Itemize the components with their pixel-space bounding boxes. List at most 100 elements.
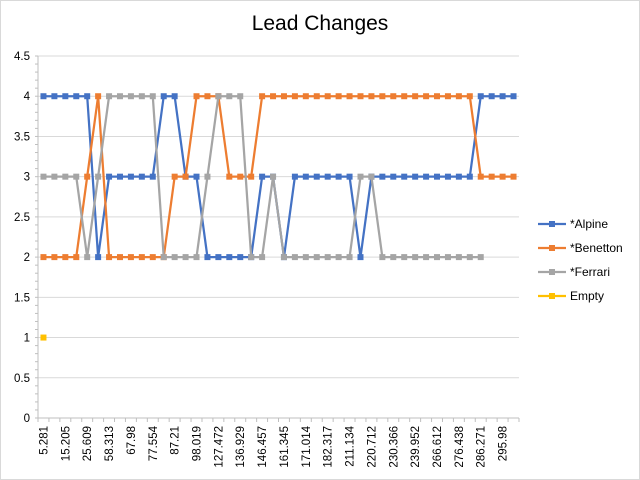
data-point xyxy=(106,254,113,261)
data-point xyxy=(401,173,408,180)
data-point xyxy=(324,93,331,100)
data-point xyxy=(51,93,58,100)
data-point xyxy=(116,173,123,180)
data-point xyxy=(379,93,386,100)
data-point xyxy=(259,93,266,100)
data-point xyxy=(423,173,430,180)
x-tick-label: 25.609 xyxy=(82,426,94,461)
data-point xyxy=(401,254,408,261)
data-point xyxy=(226,254,233,261)
series-ferrari xyxy=(40,93,484,261)
data-point xyxy=(313,93,320,100)
data-point xyxy=(477,173,484,180)
data-point xyxy=(280,254,287,261)
data-point xyxy=(73,93,80,100)
data-point xyxy=(510,173,517,180)
data-point xyxy=(62,254,69,261)
data-point xyxy=(127,93,134,100)
data-point xyxy=(324,173,331,180)
data-point xyxy=(84,93,91,100)
legend-swatch-marker xyxy=(549,293,555,299)
data-point xyxy=(434,254,441,261)
data-point xyxy=(226,93,233,100)
data-point xyxy=(116,254,123,261)
y-tick-label: 1 xyxy=(24,333,30,345)
data-point xyxy=(226,173,233,180)
x-tick-label: 77.554 xyxy=(148,425,160,461)
data-point xyxy=(455,173,462,180)
legend: *Alpine *Benetton *Ferrari Empty xyxy=(538,217,623,303)
data-point xyxy=(302,93,309,100)
data-point xyxy=(248,254,255,261)
legend-swatch-marker xyxy=(549,269,555,275)
data-point xyxy=(270,93,277,100)
x-tick-label: 171.014 xyxy=(301,425,313,467)
data-point xyxy=(379,254,386,261)
legend-label: *Alpine xyxy=(570,217,608,231)
data-point xyxy=(313,173,320,180)
data-point xyxy=(488,173,495,180)
data-point xyxy=(237,93,244,100)
data-point xyxy=(106,173,113,180)
x-tick-label: 136.929 xyxy=(235,426,247,468)
data-point xyxy=(477,93,484,100)
chart-title: Lead Changes xyxy=(251,12,389,35)
data-point xyxy=(291,93,298,100)
data-point xyxy=(313,254,320,261)
data-point xyxy=(149,93,156,100)
data-point xyxy=(138,254,145,261)
data-point xyxy=(138,93,145,100)
data-point xyxy=(215,254,222,261)
x-tick-label: 98.019 xyxy=(192,426,204,461)
data-point xyxy=(171,93,178,100)
series xyxy=(40,93,517,341)
y-tick-label: 2.5 xyxy=(14,212,30,224)
data-point xyxy=(477,254,484,261)
data-point xyxy=(95,93,102,100)
data-point xyxy=(193,254,200,261)
data-point xyxy=(423,93,430,100)
data-point xyxy=(62,173,69,180)
data-point xyxy=(368,93,375,100)
data-point xyxy=(302,173,309,180)
data-point xyxy=(412,254,419,261)
data-point xyxy=(499,173,506,180)
data-point xyxy=(95,254,102,261)
data-point xyxy=(357,173,364,180)
data-point xyxy=(444,173,451,180)
data-point xyxy=(346,93,353,100)
x-tick-label: 146.457 xyxy=(257,426,269,468)
data-point xyxy=(499,93,506,100)
y-tick-label: 4.5 xyxy=(14,51,30,63)
data-point xyxy=(335,173,342,180)
data-point xyxy=(434,93,441,100)
data-point xyxy=(182,254,189,261)
data-point xyxy=(51,254,58,261)
data-point xyxy=(412,93,419,100)
data-point xyxy=(357,254,364,261)
legend-label: *Ferrari xyxy=(570,265,610,279)
x-tick-label: 15.205 xyxy=(60,426,72,461)
data-point xyxy=(127,254,134,261)
data-point xyxy=(127,173,134,180)
y-tick-label: 0.5 xyxy=(14,373,30,385)
data-point xyxy=(215,93,222,100)
data-point xyxy=(84,173,91,180)
y-tick-label: 3.5 xyxy=(14,131,30,143)
x-tick-label: 87.21 xyxy=(170,426,182,455)
data-point xyxy=(40,334,47,341)
data-point xyxy=(237,173,244,180)
data-point xyxy=(401,93,408,100)
data-point xyxy=(291,254,298,261)
x-tick-label: 161.345 xyxy=(279,426,291,468)
data-point xyxy=(444,93,451,100)
x-tick-label: 58.313 xyxy=(104,426,116,461)
data-point xyxy=(248,173,255,180)
data-point xyxy=(390,93,397,100)
y-tick-label: 4 xyxy=(24,91,31,103)
data-point xyxy=(95,173,102,180)
data-point xyxy=(237,254,244,261)
data-point xyxy=(160,254,167,261)
data-point xyxy=(346,254,353,261)
